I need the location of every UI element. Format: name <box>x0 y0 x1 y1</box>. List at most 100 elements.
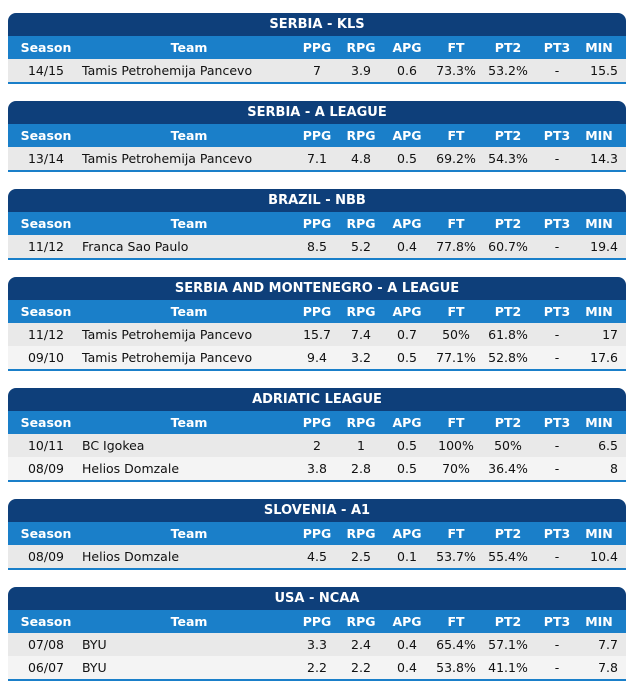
league-table-usa-ncaa: USA - NCAA Season Team PPG RPG APG FT PT… <box>8 587 626 681</box>
table-row: 09/10 Tamis Petrohemija Pancevo 9.4 3.2 … <box>8 346 626 371</box>
cell-min: 7.7 <box>598 637 618 652</box>
cell-apg: 0.5 <box>397 151 417 166</box>
cell-apg: 0.6 <box>397 63 417 78</box>
col-header-team: Team <box>170 128 208 143</box>
col-header-team: Team <box>170 614 208 629</box>
cell-team: Tamis Petrohemija Pancevo <box>82 327 253 342</box>
cell-season: 11/12 <box>27 327 65 342</box>
table-row: 10/11 BC Igokea 2 1 0.5 100% 50% - 6.5 <box>8 434 626 457</box>
cell-pt3: - <box>554 660 560 675</box>
league-title: SERBIA AND MONTENEGRO - A LEAGUE <box>8 277 626 300</box>
col-header-apg: APG <box>392 415 422 430</box>
cell-apg: 0.1 <box>397 549 417 564</box>
col-header-ft: FT <box>447 526 465 541</box>
table-row: 06/07 BYU 2.2 2.2 0.4 53.8% 41.1% - 7.8 <box>8 656 626 681</box>
cell-team: BC Igokea <box>82 438 145 453</box>
cell-pt2: 53.2% <box>488 63 528 78</box>
cell-rpg: 4.8 <box>351 151 371 166</box>
table-row: 07/08 BYU 3.3 2.4 0.4 65.4% 57.1% - 7.7 <box>8 633 626 656</box>
cell-rpg: 1 <box>357 438 365 453</box>
cell-ppg: 8.5 <box>307 239 327 254</box>
cell-team: Tamis Petrohemija Pancevo <box>82 63 253 78</box>
cell-pt2: 50% <box>494 438 522 453</box>
col-header-rpg: RPG <box>346 40 376 55</box>
cell-pt2: 54.3% <box>488 151 528 166</box>
cell-min: 8 <box>610 461 618 476</box>
col-header-pt3: PT3 <box>543 304 571 319</box>
cell-min: 6.5 <box>598 438 618 453</box>
cell-season: 07/08 <box>27 637 65 652</box>
cell-pt3: - <box>554 438 560 453</box>
col-header-ppg: PPG <box>302 614 332 629</box>
header-row: Season Team PPG RPG APG FT PT2 PT3 MIN <box>8 522 626 545</box>
cell-rpg: 7.4 <box>351 327 371 342</box>
col-header-apg: APG <box>392 614 422 629</box>
col-header-ft: FT <box>447 304 465 319</box>
cell-ppg: 2 <box>313 438 321 453</box>
cell-ft: 70% <box>442 461 470 476</box>
table-row: 08/09 Helios Domzale 3.8 2.8 0.5 70% 36.… <box>8 457 626 482</box>
cell-apg: 0.5 <box>397 438 417 453</box>
col-header-apg: APG <box>392 304 422 319</box>
cell-apg: 0.7 <box>397 327 417 342</box>
cell-season: 08/09 <box>27 549 65 564</box>
header-row: Season Team PPG RPG APG FT PT2 PT3 MIN <box>8 411 626 434</box>
cell-min: 10.4 <box>590 549 618 564</box>
cell-apg: 0.4 <box>397 637 417 652</box>
header-row: Season Team PPG RPG APG FT PT2 PT3 MIN <box>8 610 626 633</box>
col-header-ft: FT <box>447 40 465 55</box>
cell-pt2: 61.8% <box>488 327 528 342</box>
table-row: 14/15 Tamis Petrohemija Pancevo 7 3.9 0.… <box>8 59 626 84</box>
col-header-rpg: RPG <box>346 216 376 231</box>
cell-season: 09/10 <box>27 350 65 365</box>
col-header-ppg: PPG <box>302 526 332 541</box>
cell-team: Tamis Petrohemija Pancevo <box>82 350 253 365</box>
league-table-serbia-montenegro: SERBIA AND MONTENEGRO - A LEAGUE Season … <box>8 277 626 371</box>
col-header-apg: APG <box>392 526 422 541</box>
league-table-serbia-a-league: SERBIA - A LEAGUE Season Team PPG RPG AP… <box>8 101 626 172</box>
cell-min: 7.8 <box>598 660 618 675</box>
col-header-season: Season <box>20 128 72 143</box>
cell-ft: 77.1% <box>436 350 476 365</box>
cell-ft: 69.2% <box>436 151 476 166</box>
cell-season: 06/07 <box>27 660 65 675</box>
cell-pt2: 57.1% <box>488 637 528 652</box>
col-header-pt2: PT2 <box>494 40 522 55</box>
col-header-ft: FT <box>447 614 465 629</box>
col-header-ppg: PPG <box>302 415 332 430</box>
cell-ft: 65.4% <box>436 637 476 652</box>
col-header-min: MIN <box>585 526 613 541</box>
col-header-season: Season <box>20 304 72 319</box>
cell-apg: 0.5 <box>397 350 417 365</box>
cell-season: 14/15 <box>27 63 65 78</box>
cell-pt2: 52.8% <box>488 350 528 365</box>
cell-min: 15.5 <box>590 63 618 78</box>
cell-ppg: 9.4 <box>307 350 327 365</box>
col-header-rpg: RPG <box>346 614 376 629</box>
col-header-apg: APG <box>392 216 422 231</box>
cell-min: 17 <box>602 327 618 342</box>
col-header-team: Team <box>170 216 208 231</box>
col-header-pt3: PT3 <box>543 40 571 55</box>
league-table-brazil-nbb: BRAZIL - NBB Season Team PPG RPG APG FT … <box>8 189 626 260</box>
header-row: Season Team PPG RPG APG FT PT2 PT3 MIN <box>8 124 626 147</box>
col-header-apg: APG <box>392 40 422 55</box>
cell-rpg: 3.2 <box>351 350 371 365</box>
cell-pt3: - <box>554 637 560 652</box>
cell-rpg: 5.2 <box>351 239 371 254</box>
col-header-min: MIN <box>585 614 613 629</box>
cell-pt3: - <box>554 151 560 166</box>
col-header-team: Team <box>170 304 208 319</box>
col-header-pt3: PT3 <box>543 526 571 541</box>
col-header-apg: APG <box>392 128 422 143</box>
cell-pt3: - <box>554 549 560 564</box>
cell-season: 10/11 <box>27 438 65 453</box>
col-header-ft: FT <box>447 128 465 143</box>
cell-rpg: 2.5 <box>351 549 371 564</box>
cell-pt3: - <box>554 239 560 254</box>
col-header-ppg: PPG <box>302 304 332 319</box>
league-table-slovenia-a1: SLOVENIA - A1 Season Team PPG RPG APG FT… <box>8 499 626 570</box>
col-header-team: Team <box>170 526 208 541</box>
col-header-rpg: RPG <box>346 304 376 319</box>
league-title: USA - NCAA <box>8 587 626 610</box>
